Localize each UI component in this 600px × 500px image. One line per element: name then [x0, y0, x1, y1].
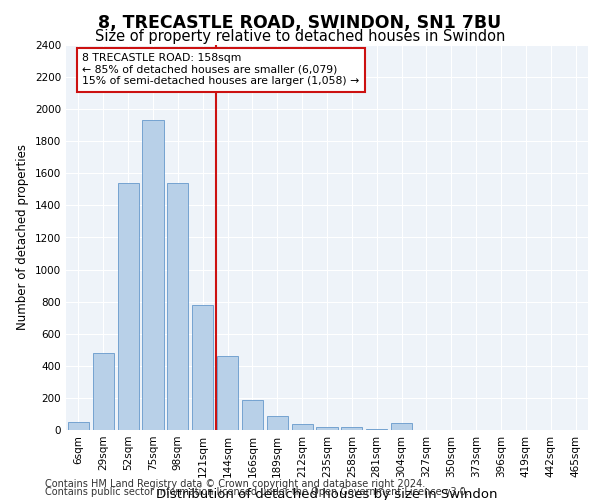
Bar [366, 429, 387, 430]
Text: 8, TRECASTLE ROAD, SWINDON, SN1 7BU: 8, TRECASTLE ROAD, SWINDON, SN1 7BU [98, 14, 502, 32]
Bar [192, 305, 213, 430]
Bar [217, 356, 238, 430]
Bar [267, 416, 288, 430]
Text: Contains HM Land Registry data © Crown copyright and database right 2024.: Contains HM Land Registry data © Crown c… [45, 479, 425, 489]
Bar [68, 422, 89, 430]
Bar [93, 353, 114, 430]
Text: Size of property relative to detached houses in Swindon: Size of property relative to detached ho… [95, 29, 505, 44]
Y-axis label: Number of detached properties: Number of detached properties [16, 144, 29, 330]
X-axis label: Distribution of detached houses by size in Swindon: Distribution of detached houses by size … [156, 488, 498, 500]
Bar [341, 427, 362, 430]
Bar [292, 424, 313, 430]
Bar [142, 120, 164, 430]
Bar [391, 423, 412, 430]
Text: 8 TRECASTLE ROAD: 158sqm
← 85% of detached houses are smaller (6,079)
15% of sem: 8 TRECASTLE ROAD: 158sqm ← 85% of detach… [82, 53, 359, 86]
Text: Contains public sector information licensed under the Open Government Licence v3: Contains public sector information licen… [45, 487, 469, 497]
Bar [167, 183, 188, 430]
Bar [118, 183, 139, 430]
Bar [242, 400, 263, 430]
Bar [316, 427, 338, 430]
